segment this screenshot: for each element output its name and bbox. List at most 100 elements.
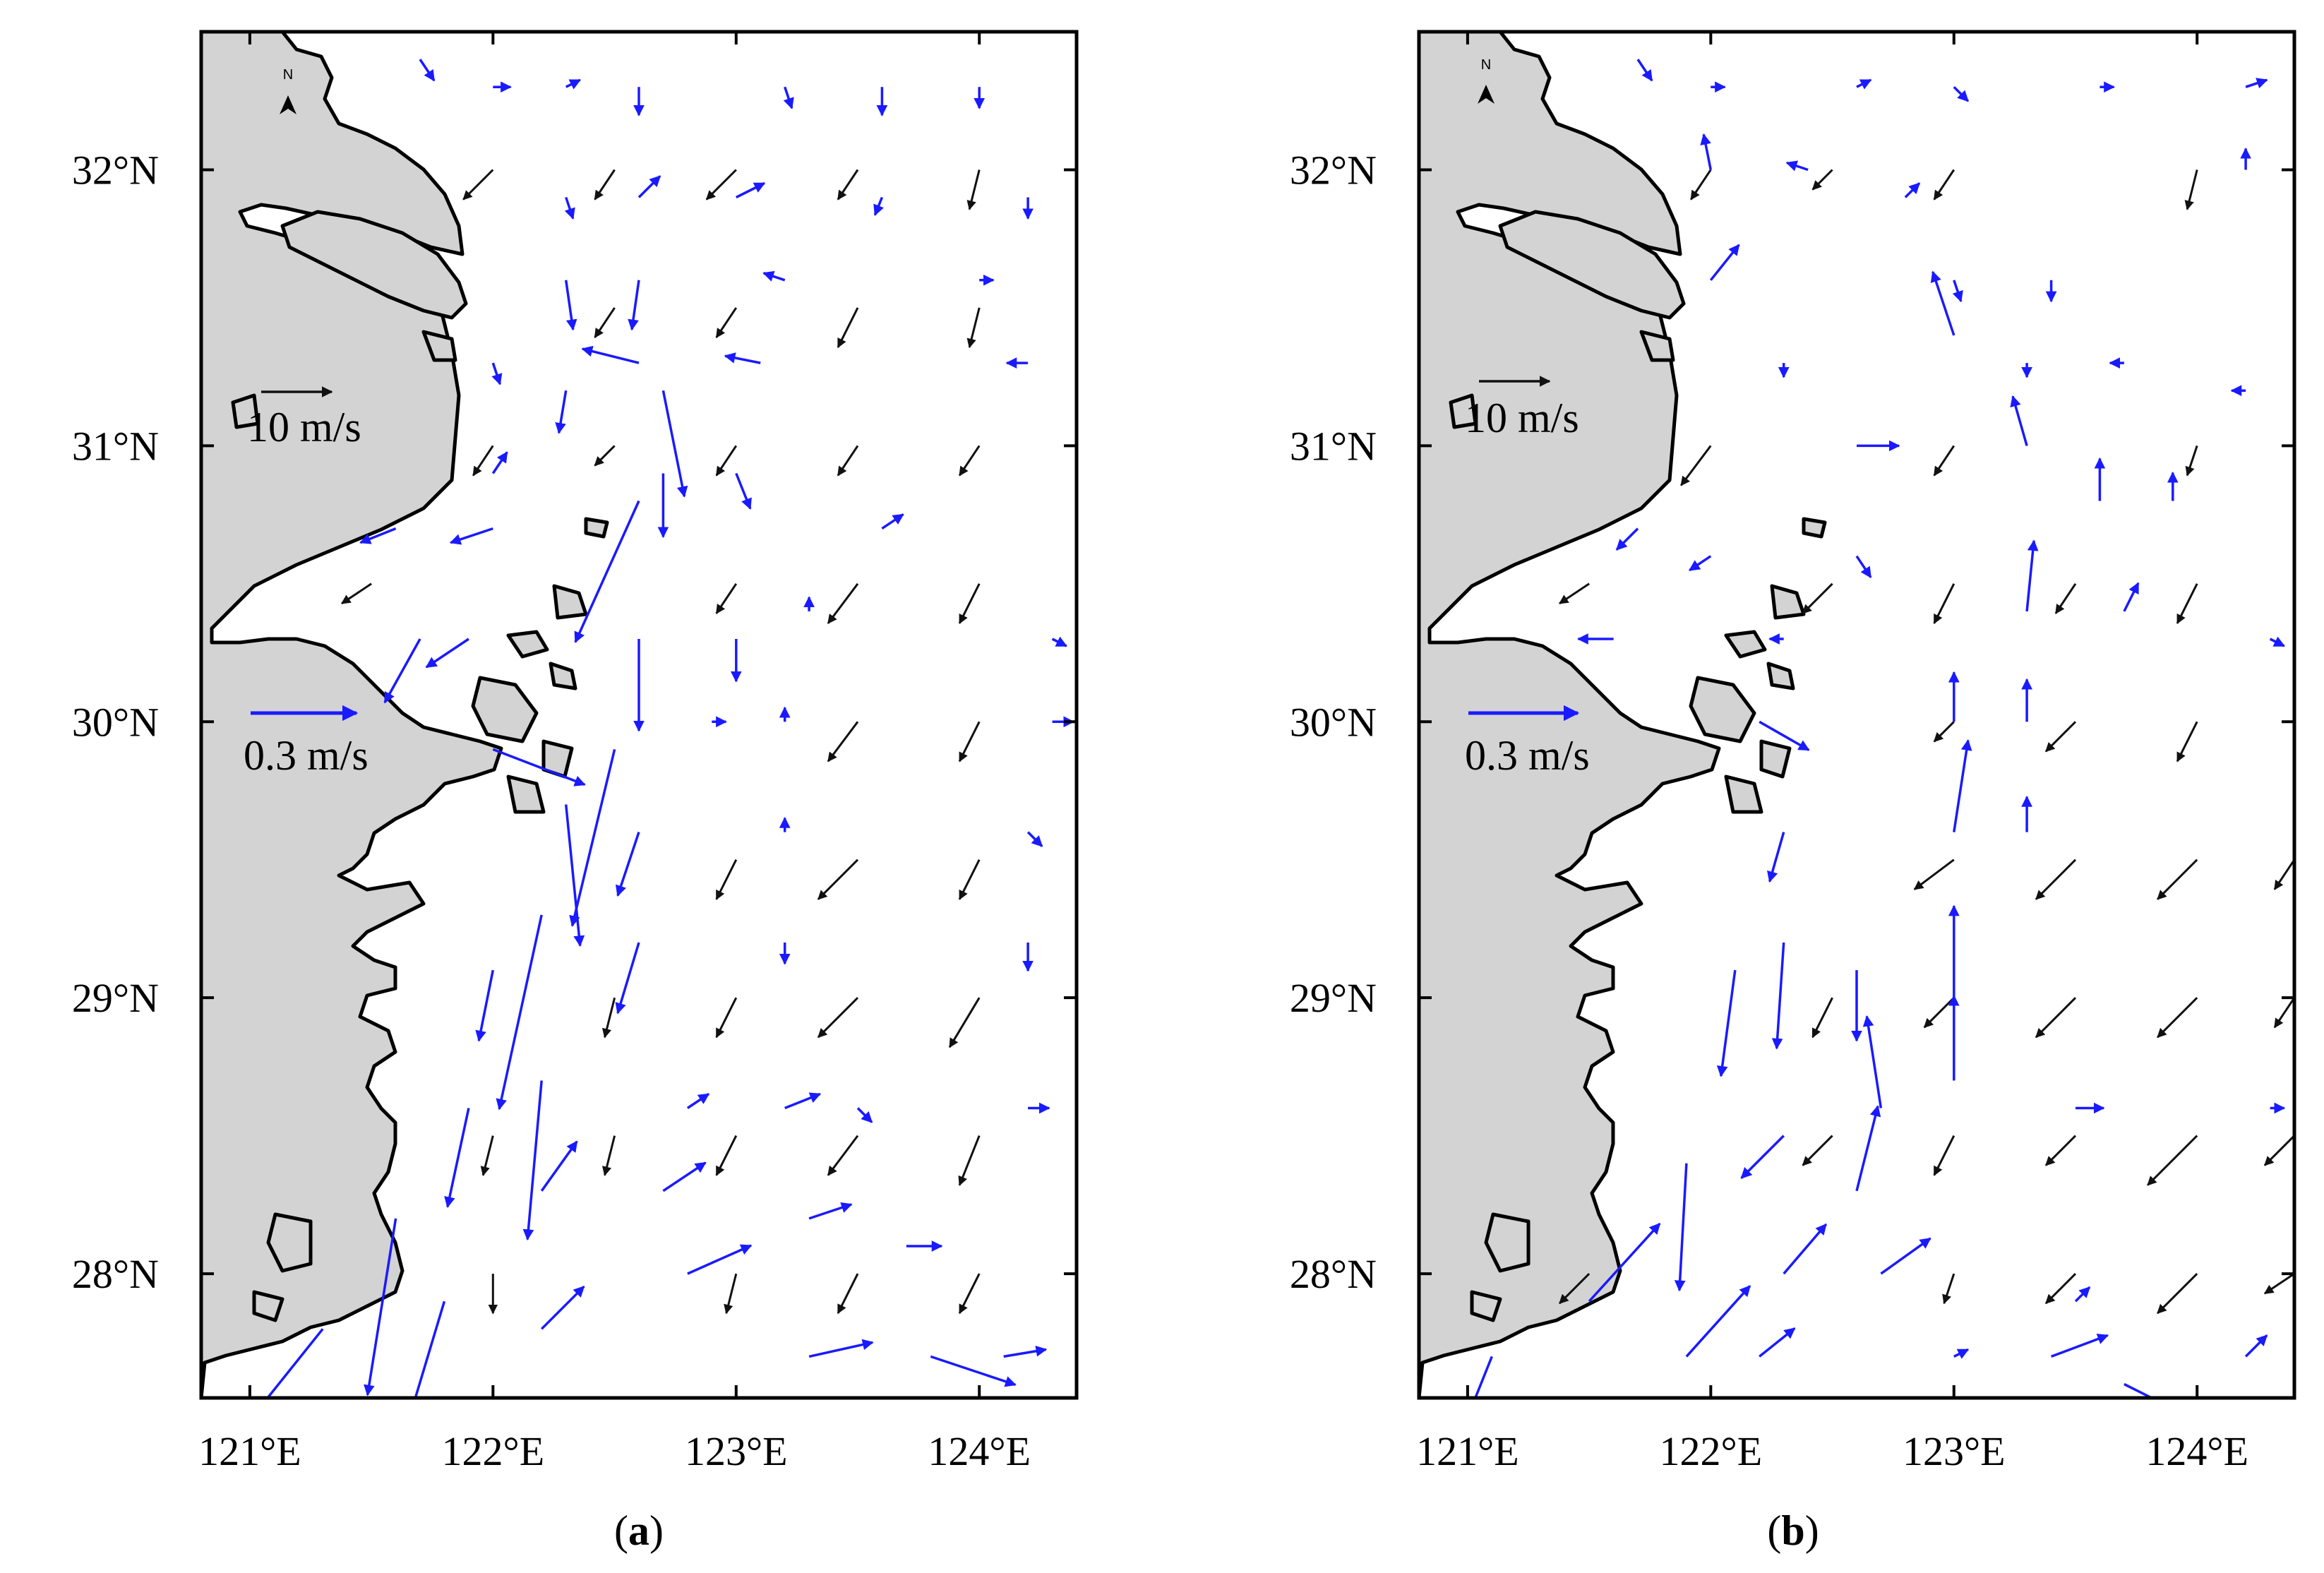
current-vector [1783, 1223, 1828, 1275]
current-vector [1785, 160, 1809, 172]
current-vector [2244, 1334, 2268, 1358]
wind-vector [837, 169, 859, 201]
current-vector [616, 832, 640, 897]
wind-vector [1558, 582, 1590, 605]
current-vector [1771, 942, 1785, 1050]
wind-vector [1811, 169, 1833, 191]
wind-vector [2273, 997, 2294, 1029]
wind-vector [1933, 445, 1955, 477]
y-tick-label: 31°N [1290, 423, 1377, 469]
current-vector [1855, 555, 1872, 579]
wind-vector [594, 169, 616, 201]
current-vector [581, 345, 640, 364]
current-vector [2123, 582, 2140, 612]
current-vector [662, 1161, 707, 1192]
current-vector [736, 181, 766, 199]
panel-label-b: (b) [1767, 1507, 1819, 1554]
map-frame [199, 30, 1079, 1400]
current-vector [1855, 1105, 1881, 1192]
wind-vector [705, 169, 737, 201]
wind-vector [594, 307, 616, 339]
current-vector [930, 1355, 1017, 1387]
current-vector [762, 270, 786, 282]
island [1724, 630, 1767, 659]
current-vector [1003, 1345, 1048, 1358]
north-label: N [283, 67, 293, 83]
axes-b: 121°E 122°E 123°E 124°E 32°N 31°N 30°N 29°N 28°N [1290, 32, 2294, 1474]
wind-vector [1933, 1135, 1955, 1176]
wind-vector [724, 1273, 738, 1315]
wind-vector [1933, 169, 1955, 201]
current-vector [784, 1092, 822, 1110]
y-tick-label: 31°N [72, 423, 159, 469]
current-vector [2245, 78, 2268, 89]
island [1689, 676, 1756, 743]
wind-vector [1933, 583, 1955, 625]
current-vector [491, 451, 508, 474]
island [231, 393, 260, 429]
wind-vector [1690, 169, 1712, 201]
current-vector [1862, 1015, 1883, 1108]
current-vector [1615, 527, 1639, 551]
wind-vector [827, 582, 859, 624]
island [1759, 739, 1792, 779]
island [506, 774, 546, 814]
wind-vector [601, 1135, 616, 1176]
wind-vector [2157, 1273, 2198, 1315]
wind-vector [958, 721, 981, 762]
current-vector [881, 513, 904, 530]
current-vector [565, 78, 582, 90]
x-tick-label: 122°E [1660, 1428, 1763, 1474]
wind-vector [340, 582, 372, 605]
current-vector [564, 280, 577, 331]
map-panel-a: N 10 m/s 0.3 m/s 121°E 122°E 123°E 124°E 32°… [72, 30, 1079, 1554]
wind-vector [958, 583, 981, 625]
wind-vector [2035, 859, 2077, 900]
wind-vector [2044, 721, 2077, 753]
current-vector [1051, 636, 1068, 647]
island [1484, 1212, 1531, 1273]
island [549, 662, 577, 690]
current-vector [2050, 1334, 2109, 1358]
wind-vector [958, 859, 981, 900]
current-vector [1880, 1237, 1931, 1275]
current-vector [414, 1300, 446, 1398]
x-tick-label: 124°E [928, 1428, 1031, 1474]
wind-vector [480, 1135, 494, 1176]
current-vector [808, 1202, 853, 1220]
current-vector [425, 638, 469, 669]
island [252, 1290, 284, 1322]
wind-vector [715, 307, 738, 339]
island [584, 517, 609, 539]
legend-b: 10 m/s 0.3 m/s [1465, 376, 1590, 779]
y-tick-label: 28°N [1290, 1251, 1377, 1297]
legend-wind-label: 10 m/s [247, 404, 361, 450]
current-vector [1473, 1356, 1493, 1398]
legend-current-label: 0.3 m/s [244, 732, 369, 779]
wind-vector [715, 582, 738, 614]
current-vector [1953, 1348, 1970, 1359]
current-vector [1716, 969, 1737, 1077]
current-vector [1759, 720, 1810, 751]
island [1766, 662, 1795, 690]
x-tick-label: 121°E [198, 1428, 301, 1474]
wind-vector [958, 1273, 981, 1315]
island [421, 330, 457, 362]
north-arrow-icon: N [280, 67, 297, 114]
current-vector [1759, 1327, 1796, 1358]
current-vector [2124, 1382, 2168, 1398]
island [1802, 517, 1827, 539]
current-vector [383, 638, 421, 704]
current-vector [2074, 1286, 2091, 1303]
vectors-a [265, 59, 1075, 1398]
legend-wind-label: 10 m/s [1465, 395, 1579, 441]
wind-vector [462, 169, 494, 201]
current-vector [475, 969, 495, 1042]
island [471, 676, 539, 743]
vectors-b [1473, 59, 2294, 1398]
wind-vector [715, 997, 738, 1039]
wind-vector [2263, 1272, 2294, 1295]
current-vector [637, 175, 661, 198]
x-tick-label: 121°E [1416, 1428, 1519, 1474]
wind-vector [2176, 721, 2198, 762]
